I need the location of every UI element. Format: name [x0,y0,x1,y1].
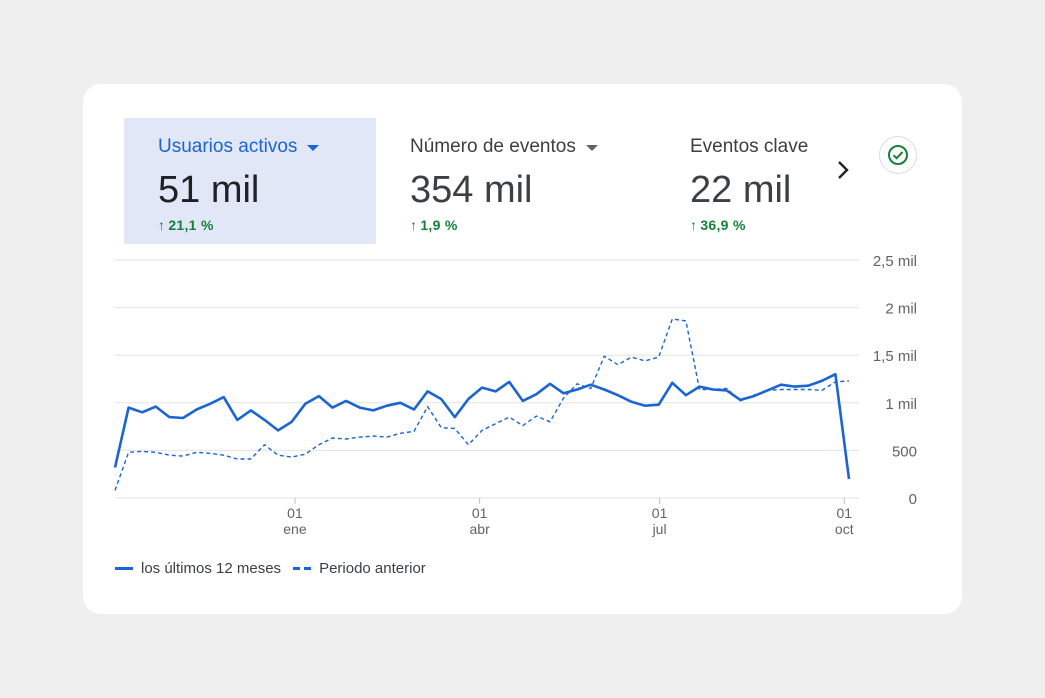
legend-swatch-solid [115,567,133,570]
legend-item-previous[interactable]: Periodo anterior [293,560,426,577]
metric-change: ↑ 36,9 % [690,217,816,233]
metric-tab-active-users[interactable]: Usuarios activos 51 mil ↑ 21,1 % [124,118,376,244]
series-line-previous-period [114,318,850,491]
y-tick-label: 1,5 mil [873,348,917,365]
caret-down-icon [585,145,598,151]
check-circle-icon[interactable] [879,136,917,174]
x-tick-month: ene [283,521,307,537]
metric-change-value: 21,1 % [168,217,214,233]
arrow-up-icon: ↑ [158,217,166,233]
legend-label: Periodo anterior [319,560,426,577]
chart-legend: los últimos 12 meses Periodo anterior [115,560,430,577]
y-tick-label: 0 [909,491,917,508]
metric-change: ↑ 21,1 % [158,217,376,233]
y-tick-label: 2 mil [885,301,917,318]
series-line-last-12-months [113,372,851,480]
x-tick-day: 01 [472,505,488,521]
x-tick-day: 01 [287,505,303,521]
metric-value: 354 mil [410,169,533,211]
metric-label-text: Eventos clave [690,136,809,157]
y-tick-label: 1 mil [885,396,917,413]
x-tick-day: 01 [836,505,852,521]
analytics-card: Usuarios activos 51 mil ↑ 21,1 % Número d… [83,84,962,614]
metric-value: 51 mil [158,169,260,211]
metric-change-value: 36,9 % [700,217,746,233]
metric-change: ↑ 1,9 % [410,217,628,233]
legend-label: los últimos 12 meses [141,560,282,577]
metric-label: Usuarios activos [158,136,376,158]
metric-tab-key-events[interactable]: Eventos clave 22 mil ↑ 36,9 % [656,118,816,244]
x-tick-month: abr [470,521,491,537]
y-tick-label: 2,5 mil [873,253,917,270]
metric-label: Número de eventos [410,136,628,158]
metric-change-value: 1,9 % [420,217,458,233]
metric-label: Eventos clave [690,136,816,158]
x-tick-day: 01 [652,505,668,521]
metric-label-text: Usuarios activos [158,136,298,157]
metric-label-text: Número de eventos [410,136,576,157]
caret-down-icon [307,145,320,151]
metric-value: 22 mil [690,169,792,211]
x-tick-month: oct [835,521,854,537]
y-tick-label: 500 [892,443,917,460]
legend-swatch-dashed [293,567,312,570]
arrow-up-icon: ↑ [690,217,698,233]
x-tick-month: jul [652,521,667,537]
metric-tab-event-count[interactable]: Número de eventos 354 mil ↑ 1,9 % [376,118,628,244]
legend-item-current[interactable]: los últimos 12 meses [115,560,281,577]
arrow-up-icon: ↑ [410,217,418,233]
chevron-right-icon[interactable] [833,158,853,182]
